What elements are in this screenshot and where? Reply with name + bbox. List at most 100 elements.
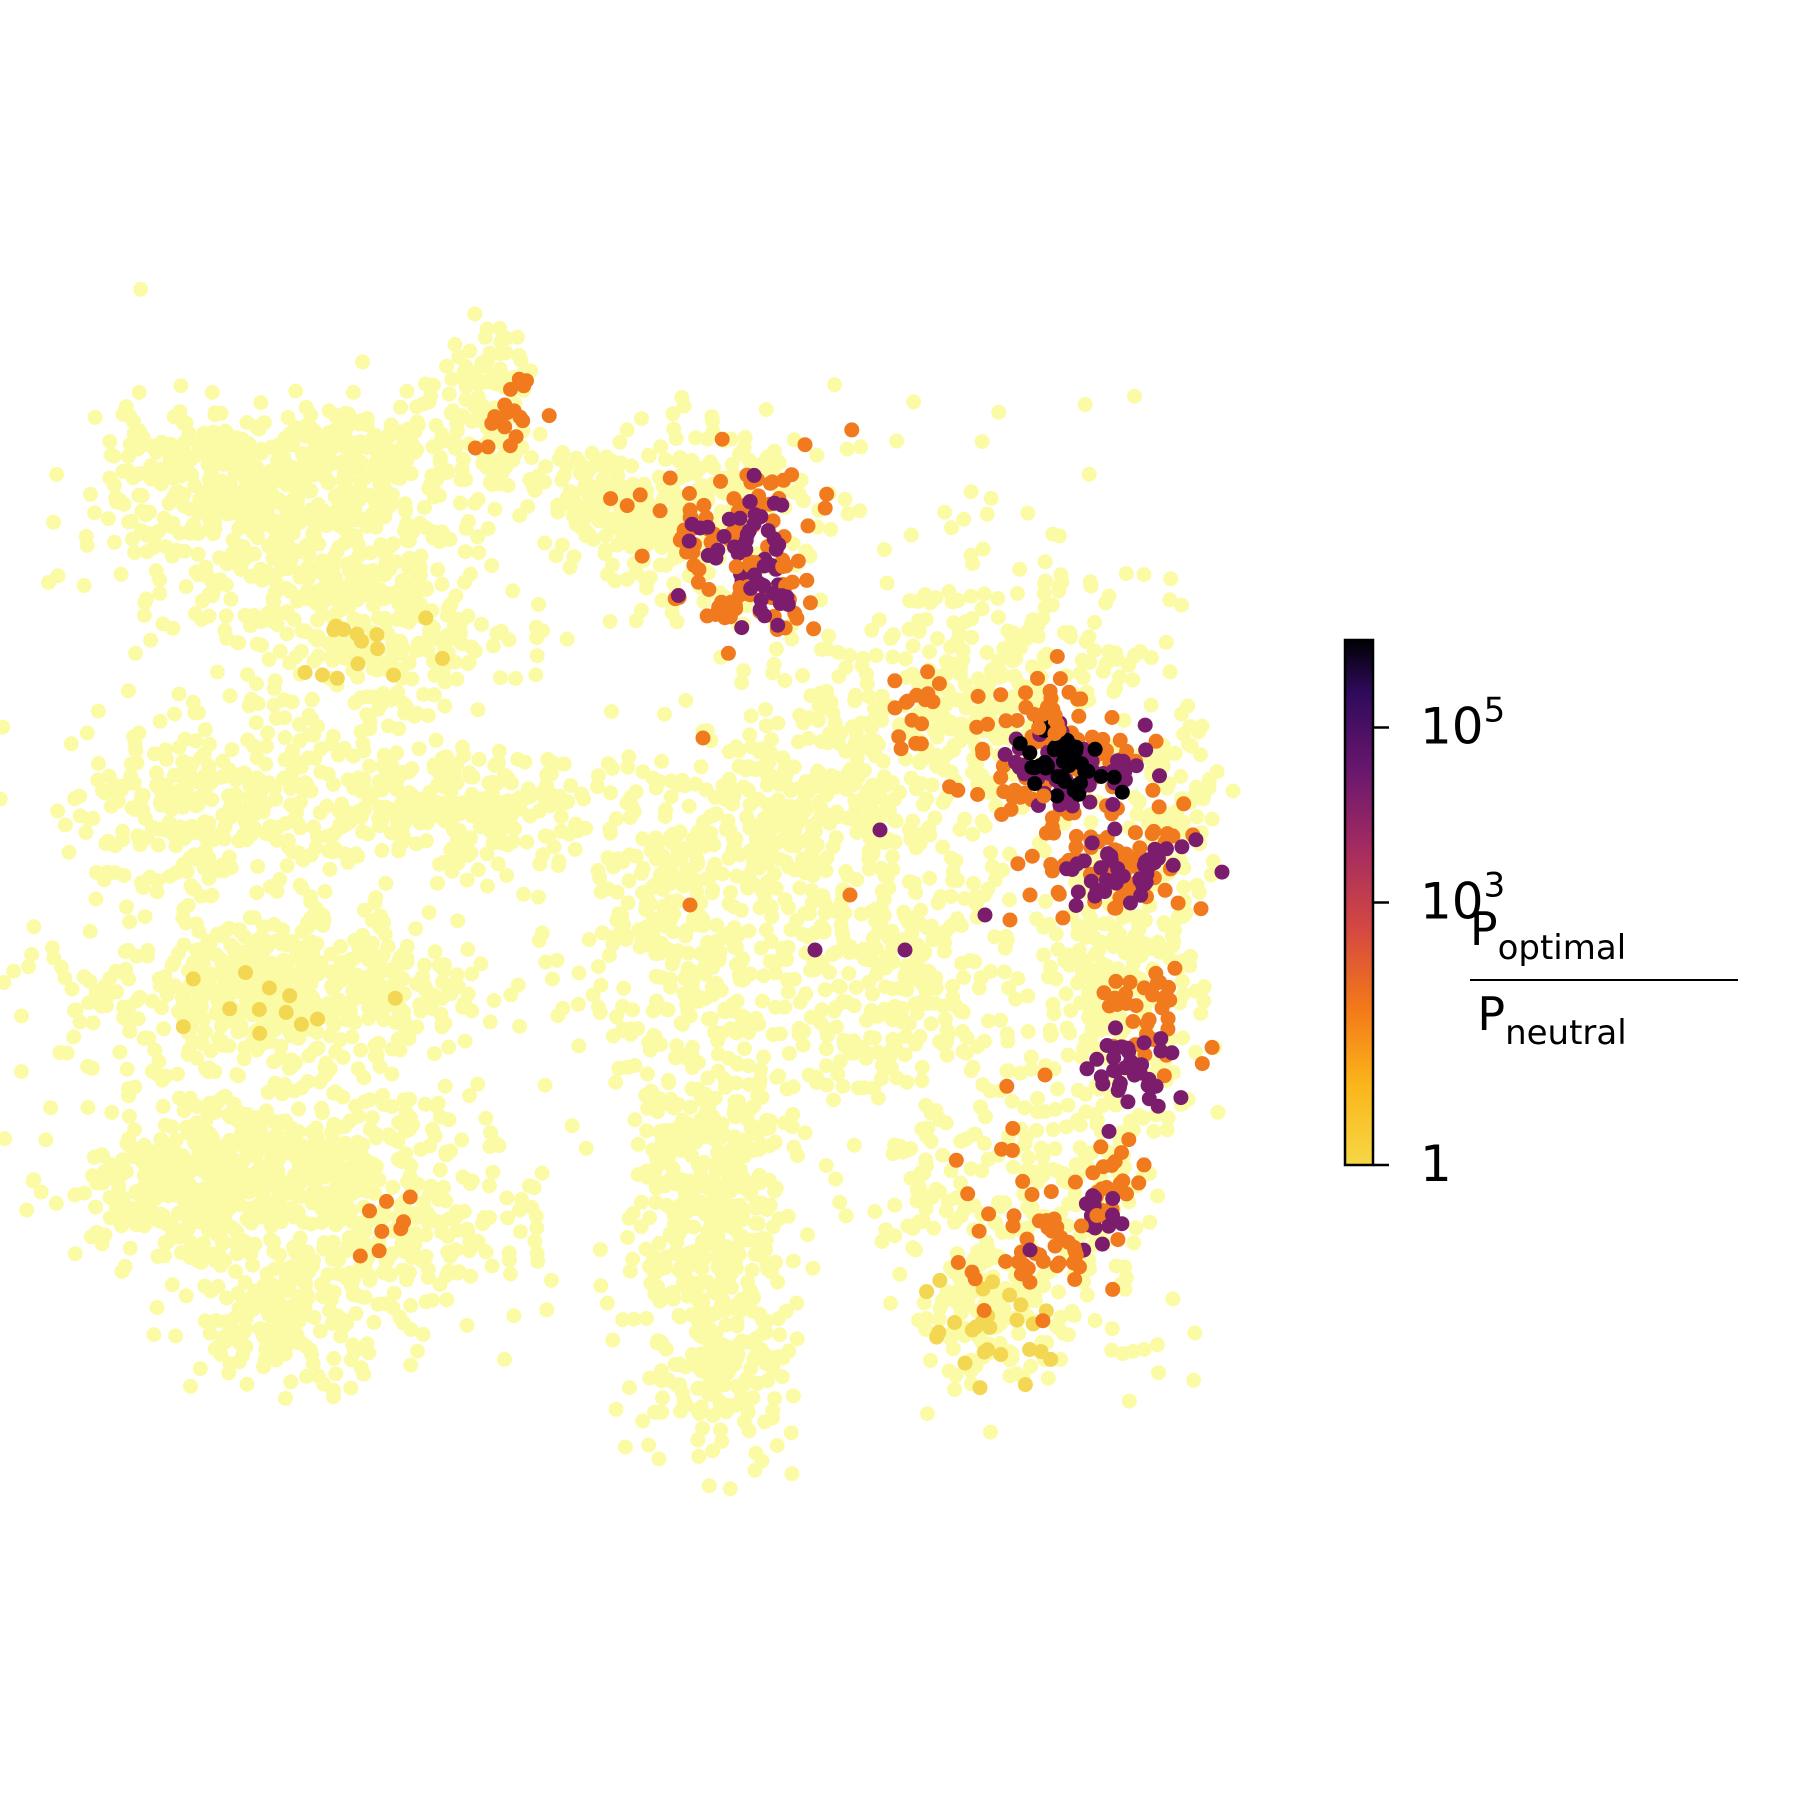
scatter-point xyxy=(173,378,189,394)
scatter-point xyxy=(676,1392,692,1408)
scatter-point xyxy=(877,542,892,558)
scatter-point xyxy=(460,656,476,672)
scatter-point xyxy=(116,868,132,883)
scatter-point xyxy=(202,1197,218,1213)
scatter-point xyxy=(836,1032,852,1048)
scatter-point xyxy=(965,826,981,842)
scatter-point xyxy=(781,900,796,916)
scatter-point xyxy=(321,566,337,581)
scatter-point xyxy=(66,1029,82,1045)
scatter-point xyxy=(688,1134,704,1150)
scatter-point xyxy=(348,512,364,528)
scatter-point xyxy=(329,544,345,560)
scatter-point xyxy=(404,671,420,687)
scatter-point xyxy=(691,1314,707,1330)
scatter-point xyxy=(493,334,509,350)
scatter-point xyxy=(283,1374,299,1390)
scatter-point xyxy=(368,1127,384,1142)
scatter-point xyxy=(112,1044,128,1060)
scatter-point xyxy=(467,306,483,322)
scatter-point xyxy=(501,1252,517,1268)
scatter-point xyxy=(769,1438,785,1453)
scatter-point xyxy=(433,775,449,791)
scatter-point xyxy=(223,1140,239,1156)
scatter-point xyxy=(259,938,275,954)
scatter-point xyxy=(432,534,448,550)
scatter-point xyxy=(346,583,362,599)
scatter-point xyxy=(202,1095,217,1111)
scatter-point xyxy=(140,943,156,958)
scatter-point xyxy=(670,1137,686,1153)
scatter-point xyxy=(131,423,147,439)
scatter-point xyxy=(904,916,920,931)
scatter-point xyxy=(304,691,320,707)
scatter-point xyxy=(449,671,465,687)
scatter-point xyxy=(647,1286,663,1302)
scatter-point xyxy=(149,1143,165,1159)
scatter-point xyxy=(692,1328,708,1344)
scatter-point xyxy=(88,891,104,907)
scatter-point xyxy=(356,1366,372,1382)
scatter-point xyxy=(293,794,308,810)
scatter-point xyxy=(401,1031,417,1046)
scatter-point xyxy=(393,399,408,415)
scatter-point xyxy=(230,1286,246,1301)
scatter-point xyxy=(21,959,36,975)
scatter-point xyxy=(463,831,478,847)
scatter-point xyxy=(119,1061,135,1077)
scatter-point xyxy=(741,1077,757,1093)
scatter-point xyxy=(447,434,462,449)
scatter-point xyxy=(899,1074,915,1090)
scatter-point xyxy=(480,521,496,536)
scatter-point xyxy=(292,514,308,530)
scatter-point xyxy=(763,1264,779,1280)
scatter-point xyxy=(122,914,138,930)
scatter-point xyxy=(451,349,467,365)
scatter-point xyxy=(248,459,264,475)
scatter-point xyxy=(478,1244,494,1260)
scatter-point xyxy=(828,830,844,846)
scatter-point xyxy=(728,739,744,755)
scatter-point xyxy=(739,1400,755,1415)
scatter-point xyxy=(265,590,281,606)
scatter-point xyxy=(313,1215,329,1230)
scatter-point xyxy=(482,1210,497,1226)
scatter-point xyxy=(464,414,480,429)
scatter-point xyxy=(415,1326,431,1342)
scatter-point xyxy=(803,688,819,704)
scatter-point xyxy=(104,1104,120,1120)
scatter-point xyxy=(780,984,796,1000)
scatter-point xyxy=(711,1284,727,1300)
scatter-point xyxy=(43,1100,59,1116)
scatter-point xyxy=(928,970,944,986)
scatter-point xyxy=(48,1195,64,1211)
scatter-point xyxy=(815,888,831,904)
scatter-point xyxy=(149,765,164,781)
scatter-point xyxy=(721,1268,737,1284)
scatter-point xyxy=(224,742,240,758)
scatter-point xyxy=(452,495,468,511)
scatter-point xyxy=(236,1051,252,1067)
scatter-point xyxy=(608,1074,624,1090)
scatter-point xyxy=(689,884,705,900)
scatter-point xyxy=(273,1214,289,1230)
scatter-point xyxy=(912,961,928,977)
scatter-point xyxy=(591,999,606,1015)
scatter-point xyxy=(635,1413,651,1429)
scatter-point xyxy=(372,582,388,597)
scatter-point xyxy=(780,1208,796,1224)
scatter-point xyxy=(165,515,181,531)
scatter-point xyxy=(277,525,293,541)
scatter-point xyxy=(522,789,538,805)
scatter-point xyxy=(315,1105,330,1121)
scatter-point xyxy=(152,586,168,601)
scatter-point xyxy=(88,1199,104,1215)
scatter-point xyxy=(660,1372,676,1388)
scatter-point xyxy=(738,1295,754,1311)
scatter-point xyxy=(832,979,848,995)
scatter-point xyxy=(464,639,479,655)
scatter-point xyxy=(927,810,943,826)
scatter-point xyxy=(94,1147,110,1163)
scatter-point xyxy=(353,484,369,500)
scatter-point xyxy=(120,683,136,699)
